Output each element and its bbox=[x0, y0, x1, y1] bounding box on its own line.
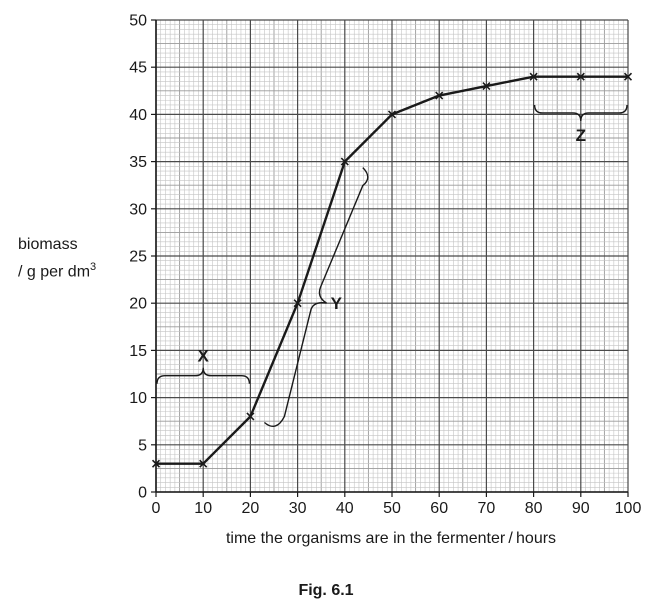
data-point-marker bbox=[482, 82, 491, 91]
x-tick-label: 70 bbox=[478, 500, 496, 517]
x-tick-label: 0 bbox=[152, 500, 161, 517]
y-tick-label: 20 bbox=[129, 296, 147, 313]
label-z: Z bbox=[576, 126, 586, 145]
y-axis-label-line1: biomass bbox=[18, 236, 78, 253]
x-tick-label: 80 bbox=[525, 500, 543, 517]
brace-x bbox=[156, 367, 251, 384]
data-point-marker bbox=[576, 72, 585, 81]
y-axis-label-line2: / g per dm3 bbox=[18, 256, 96, 283]
brace-z bbox=[533, 104, 628, 121]
y-tick-label: 45 bbox=[129, 60, 147, 77]
x-axis-label: time the organisms are in the fermenter … bbox=[225, 530, 557, 547]
data-point-marker bbox=[293, 299, 302, 308]
y-tick-label: 50 bbox=[129, 13, 147, 30]
data-point-marker bbox=[246, 412, 255, 421]
x-tick-label: 90 bbox=[572, 500, 590, 517]
y-tick-label: 40 bbox=[129, 107, 147, 124]
tick-labels: 0 10 20 30 40 50 60 70 80 90 100 0 5 10 15 20 25 30 35 40 45… bbox=[129, 13, 641, 518]
x-tick-label: 20 bbox=[242, 500, 260, 517]
data-point-marker bbox=[199, 459, 208, 468]
label-y: Y bbox=[331, 294, 343, 313]
data-point-marker bbox=[529, 72, 538, 81]
data-series bbox=[151, 72, 633, 468]
y-axis-label-unit: / g per dm bbox=[18, 263, 91, 281]
x-tick-label: 60 bbox=[430, 500, 448, 517]
x-tick-label: 30 bbox=[289, 500, 307, 517]
y-tick-label: 35 bbox=[129, 154, 147, 171]
x-tick-label: 100 bbox=[615, 500, 642, 517]
y-tick-label: 25 bbox=[129, 249, 147, 266]
brace-y bbox=[263, 167, 369, 428]
label-x: X bbox=[198, 347, 210, 366]
annotations: X Y Z bbox=[156, 104, 628, 428]
data-point-marker bbox=[340, 157, 349, 166]
y-tick-label: 15 bbox=[129, 343, 147, 360]
data-point-marker bbox=[151, 459, 161, 468]
y-tick-label: 10 bbox=[129, 390, 147, 407]
data-point-marker bbox=[435, 91, 444, 100]
y-axis-label: biomass / g per dm3 bbox=[18, 234, 96, 283]
x-tick-label: 40 bbox=[336, 500, 354, 517]
figure-caption: Fig. 6.1 bbox=[298, 582, 354, 599]
data-point-marker bbox=[623, 72, 633, 81]
x-tick-label: 50 bbox=[383, 500, 401, 517]
x-tick-label: 10 bbox=[194, 500, 212, 517]
y-tick-label: 5 bbox=[138, 437, 147, 454]
y-tick-label: 30 bbox=[129, 201, 147, 218]
y-tick-label: 0 bbox=[138, 485, 147, 502]
data-point-marker bbox=[387, 110, 397, 119]
y-axis-label-superscript: 3 bbox=[90, 261, 97, 273]
